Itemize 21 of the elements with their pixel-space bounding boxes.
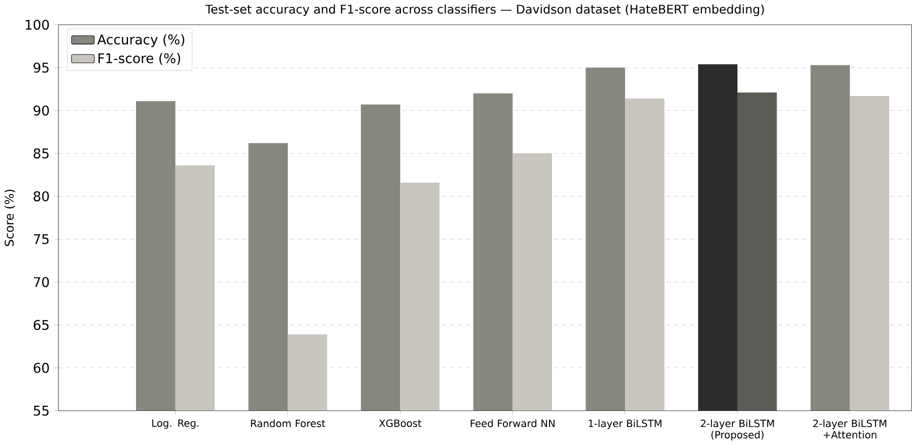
x-tick-label: Log. Reg. (152, 420, 198, 429)
y-tick-label: 80 (34, 191, 49, 202)
chart-title: Test-set accuracy and F1-score across classifiers — Davidson dataset (HateBERT embedding) (205, 4, 764, 16)
legend-label: F1-score (%) (98, 53, 180, 65)
y-tick-label: 70 (34, 277, 49, 288)
y-tick-label: 65 (34, 320, 49, 330)
x-tick-label: XGBoost (379, 419, 422, 428)
y-tick-label: 55 (34, 406, 49, 416)
x-tick-label: 2-layer BiLSTM +Attention (813, 419, 886, 439)
y-tick-label: 75 (34, 234, 49, 244)
y-tick-label: 60 (34, 362, 49, 373)
y-tick-label: 85 (34, 148, 49, 159)
y-tick-label: 95 (34, 62, 49, 73)
legend-label: Accuracy (%) (97, 34, 184, 48)
y-tick-label: 90 (34, 106, 49, 116)
x-tick-label: 2-layer BiLSTM (Proposed) (700, 419, 774, 440)
y-tick-label: 100 (26, 20, 49, 30)
y-axis-title: Score (%) (4, 190, 16, 246)
x-tick-label: 1-layer BiLSTM (588, 419, 662, 430)
x-tick-label: Feed Forward NN (470, 419, 554, 428)
x-tick-label: Random Forest (251, 419, 326, 428)
